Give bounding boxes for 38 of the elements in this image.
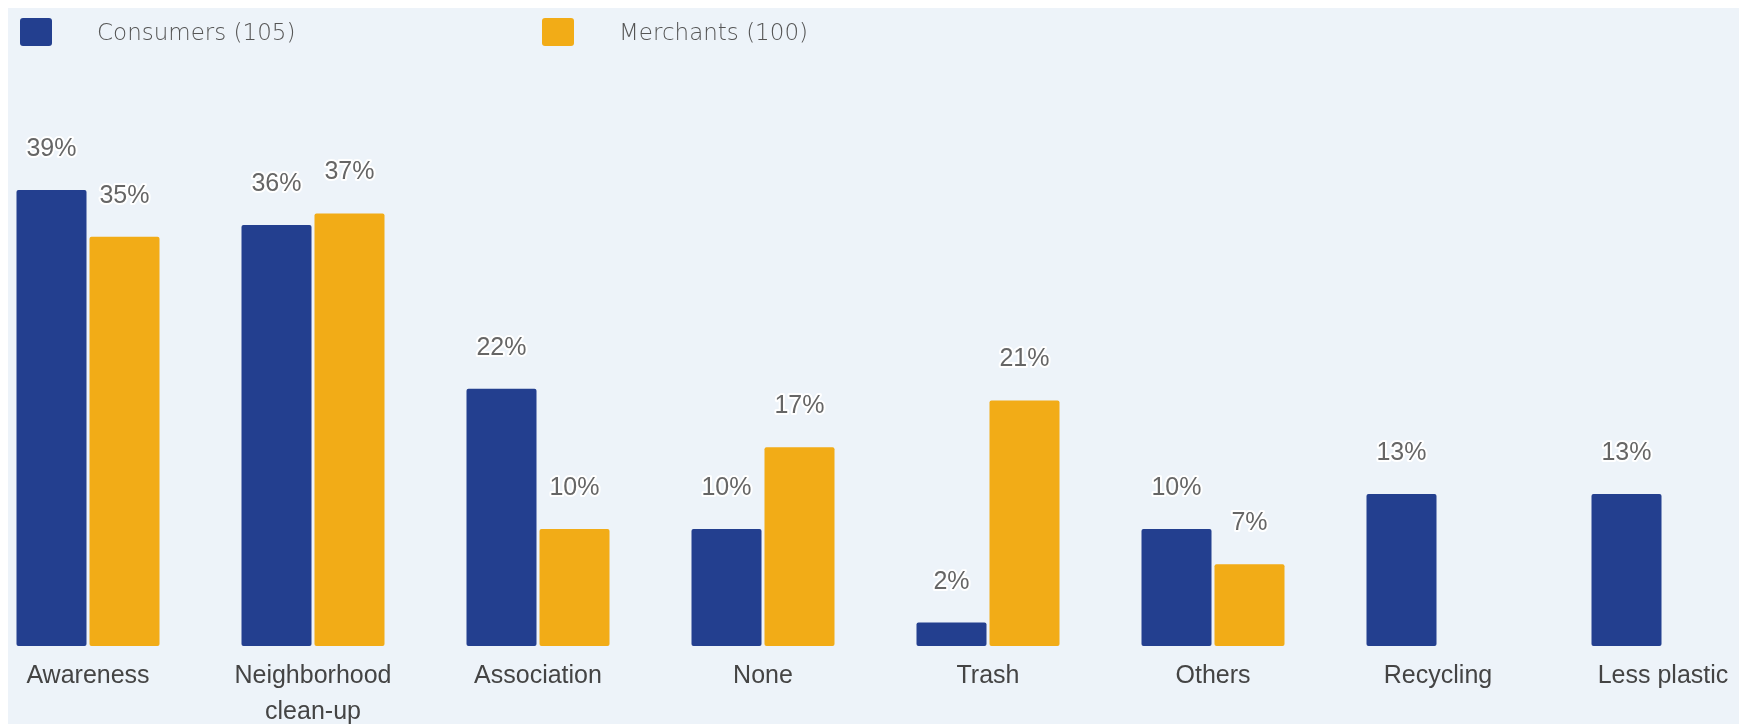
bar [314, 213, 385, 646]
bar [989, 400, 1060, 646]
bar [764, 447, 835, 646]
bar [241, 225, 312, 646]
x-tick-label: Neighborhood clean-up [234, 660, 392, 724]
x-tick-label: Others [1175, 660, 1251, 688]
bar [691, 529, 762, 646]
bar [1141, 529, 1212, 646]
data-label: 36% [251, 168, 302, 197]
data-label: 21% [999, 343, 1050, 372]
data-label: 39% [26, 133, 77, 161]
bar [466, 388, 537, 646]
bar [1366, 494, 1437, 646]
bar [89, 236, 160, 646]
data-label: 13% [1376, 437, 1427, 465]
x-tick-label: Recycling [1383, 660, 1493, 688]
data-label: 7% [1231, 507, 1268, 536]
data-label: 17% [774, 390, 825, 419]
bar [539, 529, 610, 646]
bar [916, 622, 987, 646]
data-label: 10% [701, 472, 752, 501]
x-tick-label: Trash [956, 660, 1020, 688]
data-label: 10% [1151, 472, 1202, 501]
x-tick-label: Association [474, 660, 602, 688]
x-tick-label: None [733, 660, 793, 688]
bar [16, 190, 87, 646]
data-label: 10% [549, 472, 600, 501]
data-label: 35% [99, 179, 150, 208]
legend-label: Merchants (100) [619, 19, 808, 45]
x-tick-label: Awareness [26, 660, 150, 688]
bar [1591, 494, 1662, 646]
legend-label: Consumers (105) [97, 19, 296, 45]
data-label: 22% [476, 331, 527, 360]
x-tick-label: Less plastic [1597, 660, 1729, 688]
data-label: 13% [1601, 437, 1652, 465]
data-label: 37% [324, 156, 375, 185]
bar [1214, 564, 1285, 646]
data-label: 2% [933, 565, 970, 594]
